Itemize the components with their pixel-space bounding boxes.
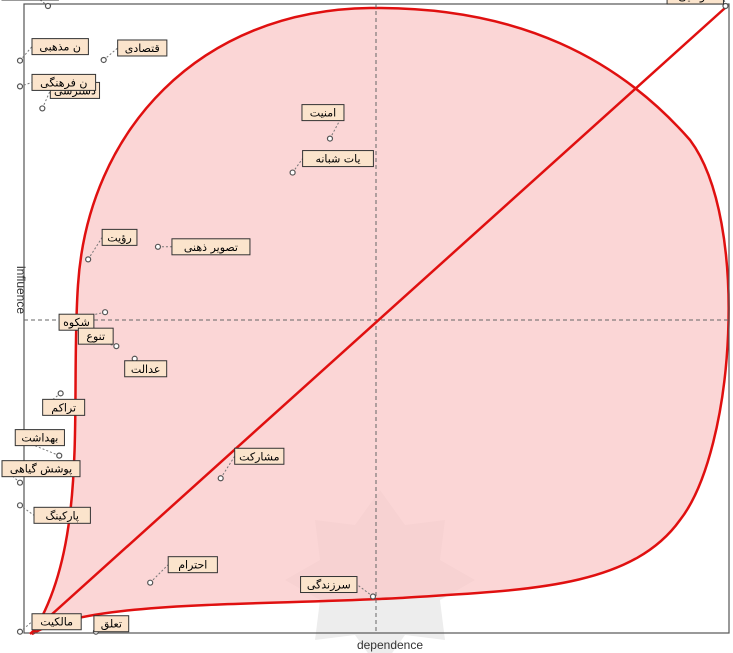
point-marker <box>16 57 24 64</box>
leader-line <box>292 158 304 173</box>
point-label: پارکینگ <box>45 509 78 522</box>
label-box <box>33 506 91 524</box>
point-marker <box>289 169 296 176</box>
leader-line <box>19 504 35 516</box>
point-marker <box>326 135 334 142</box>
label-box <box>101 228 138 246</box>
point-marker <box>147 579 154 586</box>
leader-line <box>19 621 33 633</box>
label-box <box>171 238 251 256</box>
point-marker <box>217 475 224 482</box>
label-box <box>234 447 285 465</box>
data-point: تراکم <box>42 390 86 416</box>
teardrop-region <box>30 6 730 636</box>
data-point: مالکیت <box>16 613 82 635</box>
data-point: تعلق <box>92 615 130 635</box>
data-point: ن فرهنگی <box>16 73 97 91</box>
leader-line <box>103 47 118 61</box>
point-label: پوشش گیاهی <box>10 463 72 476</box>
point-marker <box>56 452 63 459</box>
point-marker <box>44 2 52 10</box>
point-marker <box>57 390 64 397</box>
label-box <box>31 613 82 631</box>
point-label: تراکم <box>51 401 76 414</box>
point-label: بهداشت <box>21 432 58 445</box>
point-marker <box>101 309 109 316</box>
y-axis-title: influence <box>14 266 28 314</box>
label-box <box>42 398 86 416</box>
data-point: یات شبانه <box>289 150 374 176</box>
point-label: شکوه <box>63 316 90 329</box>
leader-line <box>220 455 236 479</box>
diagonal-line <box>29 7 726 635</box>
data-point: تصویر ذهنی <box>154 238 251 256</box>
data-point: رؤیت <box>85 228 138 263</box>
point-marker <box>16 479 24 486</box>
data-point: ن مذهبی <box>16 38 89 64</box>
leader-line <box>41 90 51 109</box>
point-marker <box>16 628 24 635</box>
data-point: شکوه <box>58 309 109 331</box>
data-point: احترام <box>147 556 218 586</box>
data-point: قتصادی <box>100 39 168 64</box>
point-label: تنوع <box>86 330 105 343</box>
point-label: رؤیت <box>107 231 132 244</box>
data-point: سرزندگی <box>300 576 377 600</box>
label-box <box>301 104 345 122</box>
leader-line <box>87 237 103 260</box>
data-point: تنوع <box>77 327 120 350</box>
point-marker <box>39 105 46 112</box>
point-label: تعلق <box>101 618 122 632</box>
point-marker <box>113 343 120 350</box>
label-box <box>93 615 130 633</box>
point-marker <box>85 256 92 263</box>
leader-line <box>19 46 33 61</box>
label-box <box>666 0 724 5</box>
leader-line <box>149 564 169 584</box>
leader-line <box>356 584 374 597</box>
point-label: سرزندگی <box>307 579 351 592</box>
label-box <box>77 327 114 345</box>
point-marker <box>16 502 24 509</box>
point-label: احترام <box>178 559 207 572</box>
point-label: امنیت <box>310 107 336 120</box>
x-axis-title: dependence <box>357 638 423 652</box>
data-point: امنیت <box>301 104 345 142</box>
point-label: ن مذهبی <box>39 41 81 54</box>
label-box <box>300 576 358 594</box>
point-marker <box>100 56 107 64</box>
point-label: قتصادی <box>125 42 160 55</box>
point-label: مشارکت <box>239 450 280 463</box>
point-label: عدالت <box>131 363 161 376</box>
point-label: مالکیت <box>40 616 73 629</box>
label-box <box>31 38 89 56</box>
point-label: ن فرهنگی <box>40 76 87 89</box>
label-box <box>124 360 168 378</box>
point-marker <box>16 83 24 90</box>
label-box <box>1 460 81 478</box>
data-point: تبلیغات <box>1 0 59 10</box>
point-label: یات شبانه <box>315 153 360 166</box>
point-marker <box>722 2 729 10</box>
data-point: خوانایی <box>666 0 729 10</box>
label-box <box>302 150 374 168</box>
label-box <box>14 429 65 447</box>
label-box <box>58 313 95 331</box>
data-point: عدالت <box>124 355 168 378</box>
point-label: تصویر ذهنی <box>184 241 238 254</box>
label-box <box>31 73 97 91</box>
data-point: پوشش گیاهی <box>1 460 81 486</box>
point-marker <box>154 243 162 250</box>
data-point: بهداشت <box>14 429 65 459</box>
data-point: مشارکت <box>217 447 285 482</box>
point-marker <box>369 593 377 600</box>
label-box <box>117 39 168 57</box>
data-point: پارکینگ <box>16 502 91 524</box>
label-box <box>167 556 218 574</box>
point-label: خوانایی <box>678 0 712 3</box>
